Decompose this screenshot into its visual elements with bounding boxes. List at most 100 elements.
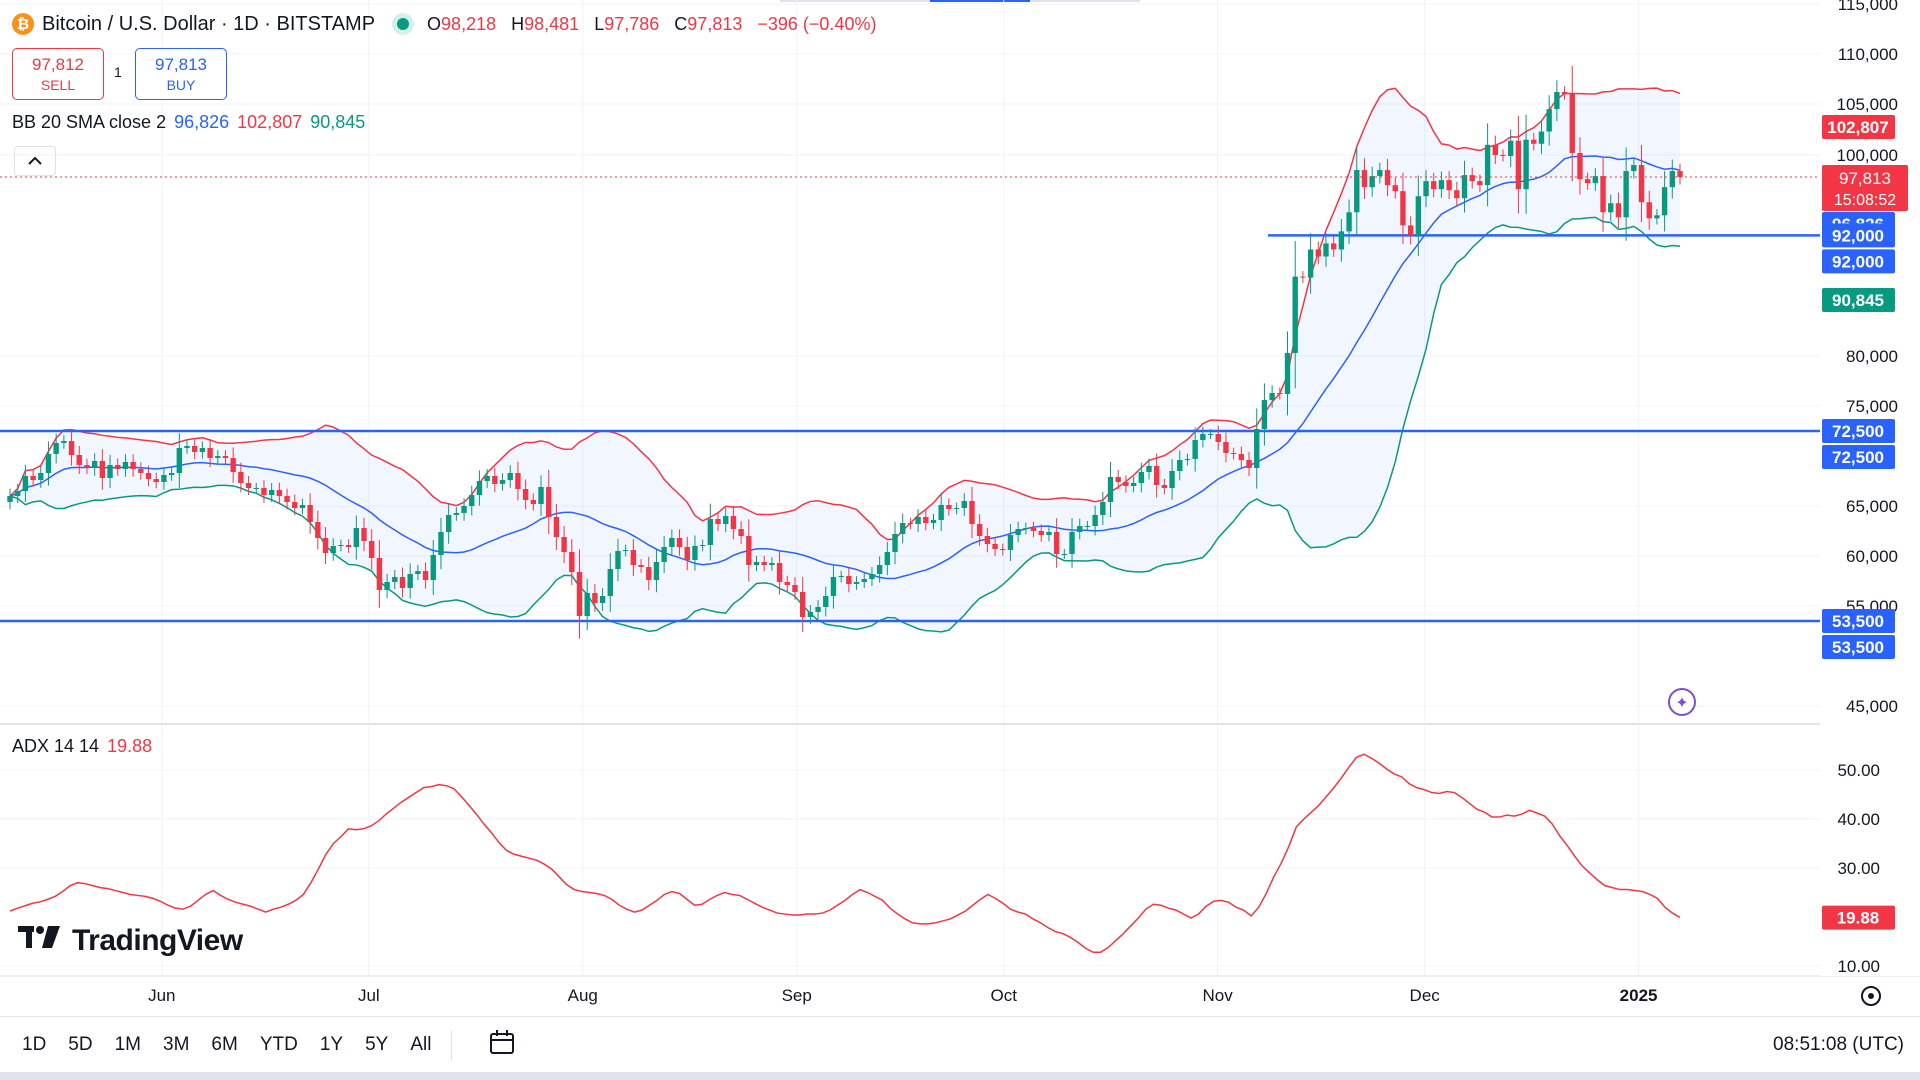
buy-button[interactable]: 97,813 BUY (135, 48, 227, 100)
bottom-strip (0, 1072, 1920, 1080)
candle (1269, 393, 1275, 400)
candle (1492, 144, 1498, 155)
range-ytd[interactable]: YTD (259, 1034, 298, 1055)
candle (1361, 170, 1368, 188)
candle (1077, 526, 1083, 532)
candle (953, 508, 960, 509)
candle (1654, 215, 1660, 219)
candle (1477, 181, 1483, 186)
candle (792, 585, 798, 592)
candle (1507, 140, 1514, 157)
candle (245, 483, 252, 488)
candle (784, 582, 790, 585)
candle (823, 596, 829, 607)
range-1d[interactable]: 1D (22, 1034, 47, 1055)
candle (361, 528, 367, 541)
candle (1123, 482, 1129, 486)
candle (976, 524, 983, 536)
range-6m[interactable]: 6M (211, 1034, 238, 1055)
adx-value-tag: 19.88 (1837, 909, 1880, 928)
y-tick-label: 75,000 (1846, 397, 1898, 416)
symbol-header: ₿ Bitcoin / U.S. Dollar · 1D · BITSTAMP … (12, 10, 876, 38)
candle (1115, 477, 1121, 482)
candle (653, 562, 660, 580)
candle (184, 446, 190, 448)
candle (1407, 225, 1414, 236)
candle (1192, 440, 1198, 459)
range-1y[interactable]: 1Y (319, 1034, 344, 1055)
bb-legend[interactable]: BB 20 SMA close 2 96,826 102,807 90,845 (12, 112, 365, 133)
calendar-icon[interactable] (488, 1028, 516, 1062)
candle (492, 476, 498, 484)
candle (1292, 276, 1298, 353)
candle (53, 443, 59, 454)
order-quantity[interactable]: 1 (114, 64, 122, 80)
sell-button[interactable]: 97,812 SELL (12, 48, 104, 100)
candle (607, 569, 613, 596)
candle (761, 562, 767, 565)
collapse-legend-button[interactable] (14, 146, 56, 176)
candle (984, 536, 991, 544)
adx-tick-label: 50.00 (1837, 761, 1880, 780)
candle (1223, 442, 1229, 453)
bb-upper-value: 102,807 (237, 112, 303, 132)
range-all[interactable]: All (410, 1034, 432, 1055)
candle (1030, 528, 1037, 531)
level-tag-bg (1822, 419, 1895, 443)
candle (1346, 212, 1352, 232)
adx-value: 19.88 (107, 736, 153, 756)
range-5y[interactable]: 5Y (365, 1034, 389, 1055)
utc-clock[interactable]: 08:51:08 (UTC) (1773, 1034, 1904, 1055)
candle (338, 545, 344, 546)
candle (153, 479, 159, 482)
candle (215, 456, 221, 458)
candle (1484, 144, 1491, 186)
candle (530, 500, 537, 504)
chevron-up-icon (28, 156, 42, 165)
chart-canvas[interactable]: Jun Jul Aug Sep Oct Nov Dec 202545,00055,00060,… (0, 0, 1920, 1016)
candle (45, 454, 52, 473)
adx-line (9, 753, 1681, 954)
candle (1631, 165, 1637, 172)
candle (1454, 190, 1460, 199)
range-3m[interactable]: 3M (163, 1034, 190, 1055)
market-status-icon[interactable] (397, 18, 410, 30)
top-scroll-thumb[interactable] (930, 0, 1030, 2)
tradingview-logo[interactable]: TradingView (18, 924, 243, 958)
candle (1315, 249, 1321, 257)
level-tag: 53,500 (1832, 612, 1884, 631)
candle (91, 461, 98, 468)
candle (15, 491, 21, 496)
symbol-title[interactable]: Bitcoin / U.S. Dollar · 1D · BITSTAMP (42, 12, 376, 35)
range-1m[interactable]: 1M (114, 1034, 141, 1055)
tradingview-logo-icon (18, 924, 64, 958)
candle (515, 473, 521, 489)
candle (38, 473, 44, 480)
adx-legend[interactable]: ADX 14 14 19.88 (12, 736, 152, 757)
candle (1046, 532, 1052, 535)
sparkle-icon-glyph: ✦ (1675, 695, 1688, 712)
adx-value-tag-bg (1822, 905, 1895, 930)
candle (1146, 466, 1152, 472)
candle (1300, 276, 1306, 278)
candle (938, 505, 944, 520)
candle (222, 456, 229, 458)
x-tick-label: Jul (358, 986, 380, 1005)
candle (569, 552, 575, 572)
candle (1438, 180, 1445, 190)
candle (615, 551, 621, 569)
bb-lower-tag-bg (1822, 288, 1895, 312)
candle (68, 441, 75, 455)
candle (1523, 139, 1529, 190)
candle (769, 563, 775, 565)
range-5d[interactable]: 5D (68, 1034, 93, 1055)
candle (846, 576, 852, 584)
candle (407, 574, 413, 588)
candle (992, 544, 998, 549)
candle (592, 593, 598, 603)
tv-mark (18, 926, 60, 948)
candle (1238, 454, 1245, 460)
candle (1330, 243, 1337, 250)
candle (1084, 526, 1091, 527)
candle (961, 501, 967, 508)
